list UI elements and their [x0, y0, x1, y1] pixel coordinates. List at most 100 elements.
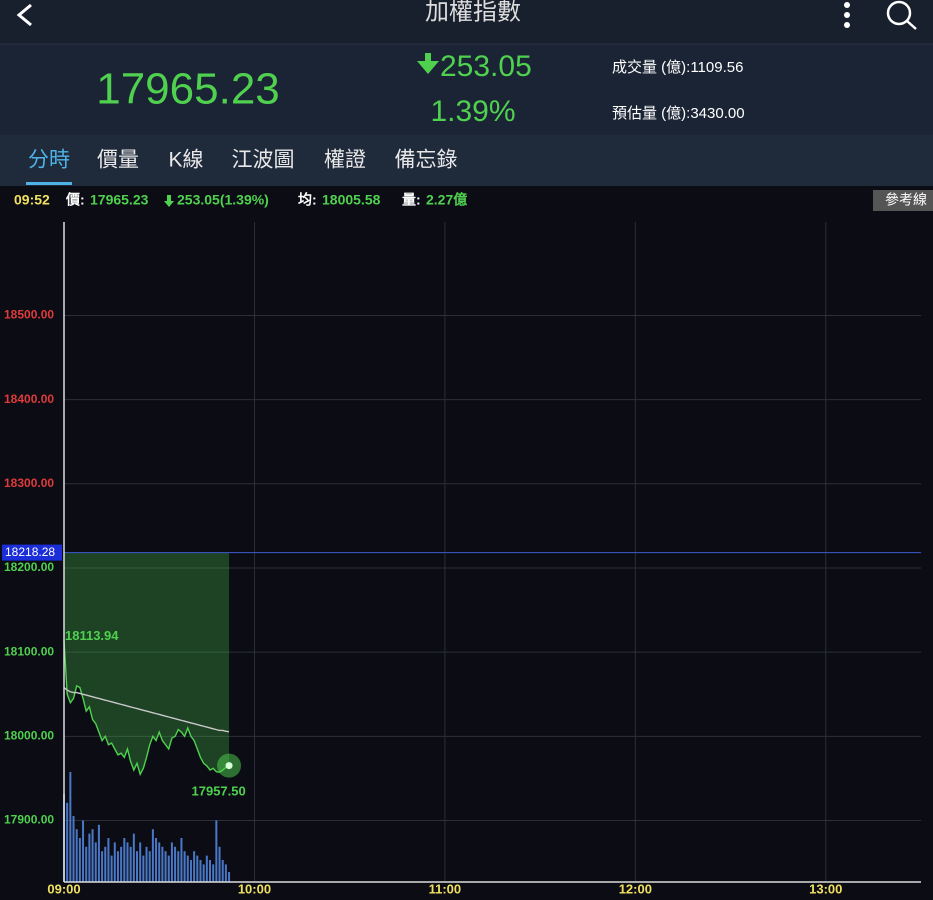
volume: 成交量 (億):1109.56	[612, 58, 743, 76]
info-volume: 2.27億	[426, 192, 467, 208]
volume-bar	[129, 846, 132, 882]
info-avg: 18005.58	[322, 192, 381, 208]
price-area	[64, 552, 230, 775]
estimate: 預估量 (億):3430.00	[612, 105, 745, 122]
volume-bar	[113, 842, 116, 882]
volume-bar	[126, 842, 129, 882]
tab[interactable]: 分時	[28, 149, 70, 172]
volume-bar	[193, 851, 196, 882]
x-tick-label: 13:00	[809, 881, 842, 896]
price-line	[63, 640, 230, 777]
title: 加權指數	[425, 0, 521, 25]
y-tick-label: 18000.00	[4, 729, 54, 743]
volume-bar	[186, 855, 189, 882]
volume-bar	[215, 820, 218, 882]
volume-bar	[75, 829, 78, 882]
quote-change: 253.05	[440, 50, 532, 83]
volume-bar	[66, 802, 69, 882]
volume-bar	[78, 838, 81, 882]
volume-bar	[148, 851, 151, 882]
annotation: 17957.50	[192, 784, 246, 799]
volume-bar	[164, 851, 167, 882]
info-price: 17965.23	[90, 192, 149, 208]
y-tick-label: 18100.00	[4, 644, 54, 658]
tab[interactable]: 價量	[97, 149, 139, 172]
volume-bar	[136, 851, 139, 882]
volume-bar	[107, 838, 110, 882]
info-avg-label: 均:	[298, 192, 317, 208]
volume-bar	[82, 820, 85, 882]
y-tick-label: 18400.00	[4, 392, 54, 406]
volume-bar	[101, 851, 104, 882]
info-bar: 09:52 價: 17965.23 253.05(1.39%) 均: 18005…	[14, 192, 467, 208]
reference-button-label[interactable]: 參考線	[885, 192, 927, 208]
volume-bar	[104, 846, 107, 882]
x-tick-label: 12:00	[619, 881, 652, 896]
quote-percent: 1.39%	[430, 95, 515, 128]
volume-bar	[97, 824, 100, 882]
y-tick-label: 18300.00	[4, 476, 54, 490]
x-tick-label: 11:00	[429, 881, 462, 896]
volume-bar	[123, 838, 126, 882]
volume-bar	[161, 846, 164, 882]
volume-bar	[139, 842, 142, 882]
info-time: 09:52	[14, 192, 50, 208]
tab[interactable]: 江波圖	[232, 149, 295, 172]
volume-bar	[218, 846, 221, 882]
average-line	[63, 686, 230, 733]
tabs: 分時 價量 K線 江波圖 權證 備忘錄	[28, 149, 458, 172]
volume-bar	[145, 846, 148, 882]
reference-button[interactable]	[873, 190, 933, 211]
info-volume-label: 量:	[402, 192, 421, 208]
down-arrow	[417, 53, 439, 74]
volume-bar	[202, 864, 205, 882]
volume-bar	[189, 860, 192, 882]
y-tick-label: 17900.00	[4, 813, 54, 827]
x-tick-label: 10:00	[238, 881, 271, 896]
reference-tag	[2, 544, 62, 561]
volume-value: 1109.56	[690, 59, 743, 76]
chart: 17900.00 18000.00 18100.00 18200.00 18300.00…	[2, 222, 921, 896]
tab[interactable]: K線	[168, 149, 203, 172]
header-bg	[0, 0, 933, 44]
volume-bar	[199, 860, 202, 882]
menu-button[interactable]	[844, 2, 850, 28]
reference-label: 18218.28	[5, 545, 55, 559]
tab[interactable]: 權證	[324, 149, 366, 172]
volume-bar	[205, 855, 208, 882]
info-price-label: 價:	[65, 192, 85, 208]
back-button[interactable]	[16, 3, 32, 27]
volume-bar	[196, 855, 199, 882]
tab[interactable]: 備忘錄	[395, 149, 458, 172]
volume-bar	[228, 872, 231, 882]
tab-underline	[26, 182, 72, 185]
volume-bar	[110, 855, 113, 882]
volume-bar	[177, 851, 180, 882]
volume-bar	[91, 829, 94, 882]
volume-label: 成交量 (億):	[612, 58, 690, 76]
y-tick-label: 18200.00	[4, 560, 54, 574]
y-tick-label: 18500.00	[4, 308, 54, 322]
volume-bar	[88, 833, 91, 882]
volume-bar	[180, 838, 183, 882]
volume-bar	[151, 829, 154, 882]
volume-bar	[224, 864, 227, 882]
volume-bar	[170, 842, 173, 882]
volume-bar	[167, 855, 170, 882]
estimate-label: 預估量 (億):	[612, 105, 690, 122]
volume-bar	[212, 864, 215, 882]
x-tick-label: 09:00	[47, 881, 80, 896]
volume-bar	[116, 851, 119, 882]
volume-bar	[142, 855, 145, 882]
volume-bar	[155, 838, 158, 882]
volume-bar	[132, 833, 135, 882]
volume-bar	[209, 860, 212, 882]
volume-bar	[69, 772, 72, 882]
tabs-bg	[0, 135, 933, 186]
current-point	[225, 762, 233, 770]
volume-bar	[72, 816, 75, 882]
volume-bar	[174, 846, 177, 882]
search-button[interactable]	[886, 0, 917, 30]
